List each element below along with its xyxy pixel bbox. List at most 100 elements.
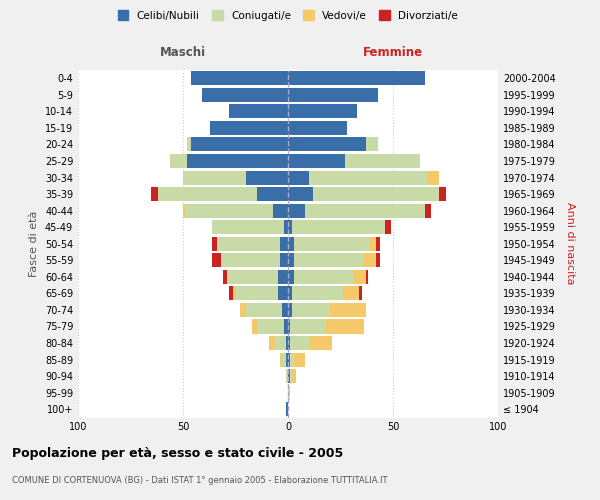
Bar xyxy=(280,236,288,251)
Bar xyxy=(151,187,158,201)
Bar xyxy=(212,236,217,251)
Bar xyxy=(425,204,431,218)
Bar xyxy=(370,236,376,251)
Bar xyxy=(221,254,280,268)
Bar xyxy=(288,154,345,168)
Bar xyxy=(233,286,235,300)
Bar xyxy=(187,154,288,168)
Bar xyxy=(253,320,257,334)
Bar xyxy=(288,104,358,118)
Text: Femmine: Femmine xyxy=(363,46,423,59)
Bar xyxy=(288,121,347,135)
Bar xyxy=(277,286,288,300)
Bar xyxy=(288,88,379,102)
Bar xyxy=(257,187,288,201)
Bar xyxy=(366,138,379,151)
Bar xyxy=(290,336,309,350)
Bar xyxy=(288,286,292,300)
Bar xyxy=(290,320,326,334)
Bar xyxy=(212,254,221,268)
Bar xyxy=(288,270,295,284)
Bar xyxy=(376,254,380,268)
Bar xyxy=(330,303,366,317)
Bar xyxy=(313,187,439,201)
Bar xyxy=(288,303,292,317)
Bar xyxy=(345,154,421,168)
Bar xyxy=(292,303,330,317)
Bar xyxy=(309,336,332,350)
Bar xyxy=(288,236,295,251)
Bar xyxy=(217,236,280,251)
Bar xyxy=(364,254,376,268)
Bar xyxy=(286,369,288,383)
Bar xyxy=(326,320,364,334)
Bar xyxy=(427,170,439,184)
Bar xyxy=(229,104,288,118)
Bar xyxy=(288,204,305,218)
Bar xyxy=(359,286,362,300)
Bar xyxy=(376,236,380,251)
Text: Maschi: Maschi xyxy=(160,46,206,59)
Bar xyxy=(223,270,227,284)
Bar xyxy=(295,352,305,366)
Bar xyxy=(290,352,295,366)
Bar xyxy=(187,138,191,151)
Bar xyxy=(292,286,343,300)
Bar xyxy=(286,402,288,416)
Bar xyxy=(288,187,313,201)
Text: COMUNE DI CORTENUOVA (BG) - Dati ISTAT 1° gennaio 2005 - Elaborazione TUTTITALIA: COMUNE DI CORTENUOVA (BG) - Dati ISTAT 1… xyxy=(12,476,388,485)
Y-axis label: Anni di nascita: Anni di nascita xyxy=(565,202,575,285)
Bar xyxy=(284,220,288,234)
Bar xyxy=(385,220,391,234)
Bar xyxy=(274,204,288,218)
Bar xyxy=(282,303,288,317)
Bar xyxy=(235,286,277,300)
Bar xyxy=(288,352,290,366)
Bar xyxy=(288,336,290,350)
Bar xyxy=(269,336,275,350)
Bar xyxy=(286,352,288,366)
Bar xyxy=(240,303,246,317)
Bar xyxy=(290,369,292,383)
Bar xyxy=(288,386,290,400)
Bar xyxy=(292,220,385,234)
Bar xyxy=(229,286,233,300)
Bar xyxy=(257,320,284,334)
Bar xyxy=(284,320,288,334)
Bar xyxy=(288,369,290,383)
Bar xyxy=(185,204,274,218)
Bar xyxy=(309,170,427,184)
Bar xyxy=(212,220,284,234)
Bar xyxy=(353,270,366,284)
Bar xyxy=(202,88,288,102)
Bar xyxy=(227,270,277,284)
Bar xyxy=(305,204,425,218)
Bar xyxy=(191,71,288,86)
Bar xyxy=(275,336,286,350)
Bar xyxy=(292,369,296,383)
Bar xyxy=(158,187,257,201)
Bar xyxy=(295,236,370,251)
Bar xyxy=(288,138,366,151)
Bar xyxy=(277,270,288,284)
Bar xyxy=(295,270,353,284)
Bar xyxy=(183,204,185,218)
Bar xyxy=(170,154,187,168)
Bar xyxy=(343,286,359,300)
Bar xyxy=(246,303,282,317)
Bar xyxy=(288,71,425,86)
Bar xyxy=(288,220,292,234)
Bar xyxy=(183,170,246,184)
Bar xyxy=(282,352,286,366)
Bar xyxy=(280,352,282,366)
Bar xyxy=(286,336,288,350)
Bar xyxy=(439,187,446,201)
Legend: Celibi/Nubili, Coniugati/e, Vedovi/e, Divorziati/e: Celibi/Nubili, Coniugati/e, Vedovi/e, Di… xyxy=(113,5,463,26)
Bar xyxy=(280,254,288,268)
Bar xyxy=(288,170,309,184)
Bar xyxy=(246,170,288,184)
Bar xyxy=(366,270,368,284)
Y-axis label: Fasce di età: Fasce di età xyxy=(29,210,39,277)
Bar xyxy=(295,254,364,268)
Bar xyxy=(210,121,288,135)
